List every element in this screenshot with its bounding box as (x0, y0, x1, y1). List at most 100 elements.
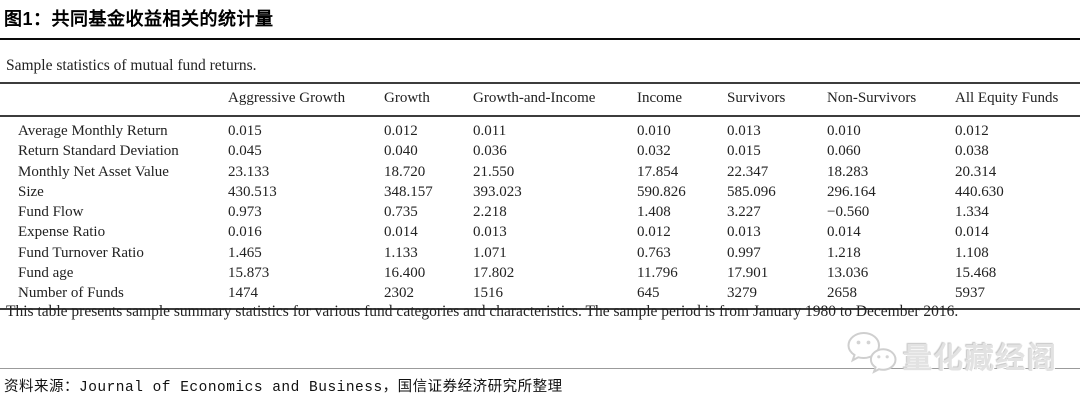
cell-value: 0.036 (473, 143, 507, 160)
cell-value: 18.283 (827, 163, 869, 180)
table-caption: Sample statistics of mutual fund returns… (6, 57, 257, 74)
column-header: Growth (384, 83, 473, 117)
cell-value: 23.133 (228, 163, 270, 180)
cell-value: 0.010 (637, 123, 671, 139)
cell-value: 0.012 (955, 123, 989, 139)
cell-value: 0.040 (384, 143, 418, 160)
cell-value: 13.036 (827, 265, 869, 282)
cell-value: 0.011 (473, 123, 507, 139)
column-header: Non-Survivors (827, 83, 955, 117)
cell-value: 20.314 (955, 163, 997, 180)
statistics-table: Aggressive Growth Growth Growth-and-Income… (0, 82, 1080, 310)
cell-value: 0.014 (827, 224, 861, 241)
row-label: Monthly Net Asset Value (18, 163, 169, 180)
cell-value: 17.802 (473, 265, 515, 282)
cell-value: 0.015 (228, 123, 262, 139)
cell-value: 1474 (228, 285, 258, 302)
cell-value: 0.038 (955, 143, 989, 160)
cell-value: 1.465 (228, 244, 262, 261)
cell-value: 0.013 (473, 224, 507, 241)
cell-value: 1.108 (955, 244, 989, 261)
cell-value: 348.157 (384, 183, 433, 200)
row-label: Return Standard Deviation (18, 143, 179, 160)
cell-value: 0.014 (384, 224, 418, 241)
column-header: Survivors (727, 83, 827, 117)
table-row: Fund Turnover Ratio 1.465 1.133 1.071 0.763 0… (0, 243, 1080, 263)
cell-value: 0.012 (637, 224, 671, 241)
cell-value: 0.015 (727, 143, 761, 160)
cell-value: 0.045 (228, 143, 262, 160)
cell-value: 17.901 (727, 265, 769, 282)
cell-value: 0.014 (955, 224, 989, 241)
cell-value: 1.408 (637, 204, 671, 221)
cell-value: 2302 (384, 285, 414, 302)
cell-value: 5937 (955, 285, 985, 302)
cell-value: 430.513 (228, 183, 277, 200)
cell-value: 0.973 (228, 204, 262, 221)
cell-value: 1.334 (955, 204, 989, 221)
column-header: Aggressive Growth (228, 83, 384, 117)
cell-value: 0.997 (727, 244, 761, 261)
row-label-column-header (0, 83, 228, 117)
cell-value: 3279 (727, 285, 757, 302)
cell-value: 1.218 (827, 244, 861, 261)
row-label: Size (18, 183, 44, 200)
cell-value: 0.013 (727, 224, 761, 241)
cell-value: 0.763 (637, 244, 671, 261)
cell-value: 590.826 (637, 183, 686, 200)
cell-value: 15.873 (228, 265, 270, 282)
column-header: Growth-and-Income (473, 83, 637, 117)
table-row: Expense Ratio 0.016 0.014 0.013 0.012 0.013 0.… (0, 222, 1080, 242)
cell-value: 11.796 (637, 265, 678, 282)
cell-value: 15.468 (955, 265, 997, 282)
cell-value: 0.060 (827, 143, 861, 160)
cell-value: 2658 (827, 285, 857, 302)
cell-value: 393.023 (473, 183, 522, 200)
table-header-row: Aggressive Growth Growth Growth-and-Income… (0, 83, 1080, 117)
cell-value: 440.630 (955, 183, 1004, 200)
figure-title: 图1：共同基金收益相关的统计量 (4, 9, 274, 29)
source-line: 资料来源：Journal of Economics and Business，国… (4, 380, 563, 396)
cell-value: 585.096 (727, 183, 776, 200)
cell-value: 22.347 (727, 163, 769, 180)
table-row: Fund age 15.873 16.400 17.802 11.796 17.901 13… (0, 263, 1080, 283)
table-note: This table presents sample summary stati… (6, 303, 959, 320)
cell-value: 0.016 (228, 224, 262, 241)
row-label: Fund age (18, 265, 74, 282)
cell-value: 1.071 (473, 244, 507, 261)
cell-value: 21.550 (473, 163, 515, 180)
table-row: Fund Flow 0.973 0.735 2.218 1.408 3.227 −0.560… (0, 202, 1080, 222)
footer-divider: 资料来源：Journal of Economics and Business，国… (0, 368, 1080, 396)
row-label: Expense Ratio (18, 224, 106, 241)
cell-value: 1516 (473, 285, 503, 302)
cell-value: 0.735 (384, 204, 418, 221)
cell-value: 16.400 (384, 265, 426, 282)
table-body: Average Monthly Return 0.015 0.012 0.011 0.0… (0, 116, 1080, 309)
row-label: Average Monthly Return (18, 123, 168, 139)
table-row: Average Monthly Return 0.015 0.012 0.011 0.0… (0, 116, 1080, 141)
cell-value: 18.720 (384, 163, 426, 180)
cell-value: 0.012 (384, 123, 418, 139)
table-row: Return Standard Deviation 0.045 0.040 0.036… (0, 141, 1080, 161)
column-header: All Equity Funds (955, 83, 1080, 117)
cell-value: 3.227 (727, 204, 761, 221)
cell-value: 0.032 (637, 143, 671, 160)
table-row: Size 430.513 348.157 393.023 590.826 585.096 2… (0, 182, 1080, 202)
cell-value: 1.133 (384, 244, 418, 261)
cell-value: 296.164 (827, 183, 876, 200)
cell-value: 645 (637, 285, 660, 302)
row-label: Fund Flow (18, 204, 84, 221)
table-header: Aggressive Growth Growth Growth-and-Income… (0, 83, 1080, 117)
cell-value: 0.013 (727, 123, 761, 139)
table-row: Monthly Net Asset Value 23.133 18.720 21.55… (0, 162, 1080, 182)
table-row: Number of Funds 1474 2302 1516 645 3279 2658 59… (0, 283, 1080, 308)
cell-value: 0.010 (827, 123, 861, 139)
cell-value: 17.854 (637, 163, 679, 180)
cell-value: −0.560 (827, 204, 870, 221)
row-label: Fund Turnover Ratio (18, 244, 144, 261)
cell-value: 2.218 (473, 204, 507, 221)
column-header: Income (637, 83, 727, 117)
row-label: Number of Funds (18, 285, 124, 302)
figure-title-bar: 图1：共同基金收益相关的统计量 (0, 0, 1080, 40)
